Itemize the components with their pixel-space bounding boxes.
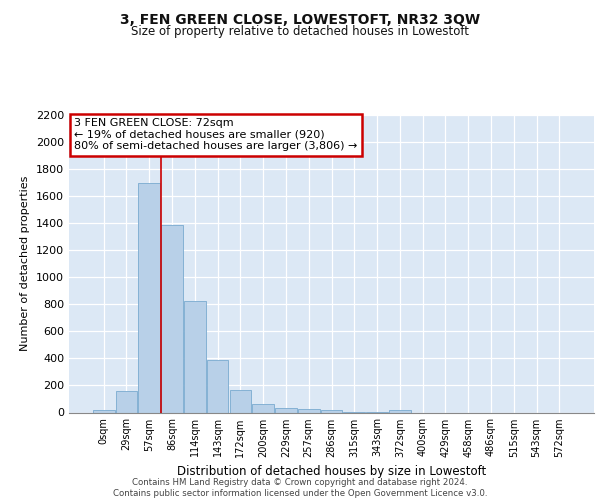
Bar	[116, 391, 137, 412]
Bar	[161, 224, 183, 412]
Text: Contains HM Land Registry data © Crown copyright and database right 2024.
Contai: Contains HM Land Registry data © Crown c…	[113, 478, 487, 498]
Text: Size of property relative to detached houses in Lowestoft: Size of property relative to detached ho…	[131, 25, 469, 38]
Bar	[253, 404, 274, 412]
Bar	[184, 301, 206, 412]
X-axis label: Distribution of detached houses by size in Lowestoft: Distribution of detached houses by size …	[177, 465, 486, 478]
Text: 3, FEN GREEN CLOSE, LOWESTOFT, NR32 3QW: 3, FEN GREEN CLOSE, LOWESTOFT, NR32 3QW	[120, 12, 480, 26]
Bar	[207, 360, 229, 412]
Bar	[93, 410, 115, 412]
Bar	[139, 182, 160, 412]
Bar	[389, 410, 410, 412]
Text: 3 FEN GREEN CLOSE: 72sqm
← 19% of detached houses are smaller (920)
80% of semi-: 3 FEN GREEN CLOSE: 72sqm ← 19% of detach…	[74, 118, 358, 151]
Bar	[230, 390, 251, 412]
Bar	[320, 410, 343, 412]
Y-axis label: Number of detached properties: Number of detached properties	[20, 176, 31, 352]
Bar	[298, 409, 320, 412]
Bar	[275, 408, 297, 412]
